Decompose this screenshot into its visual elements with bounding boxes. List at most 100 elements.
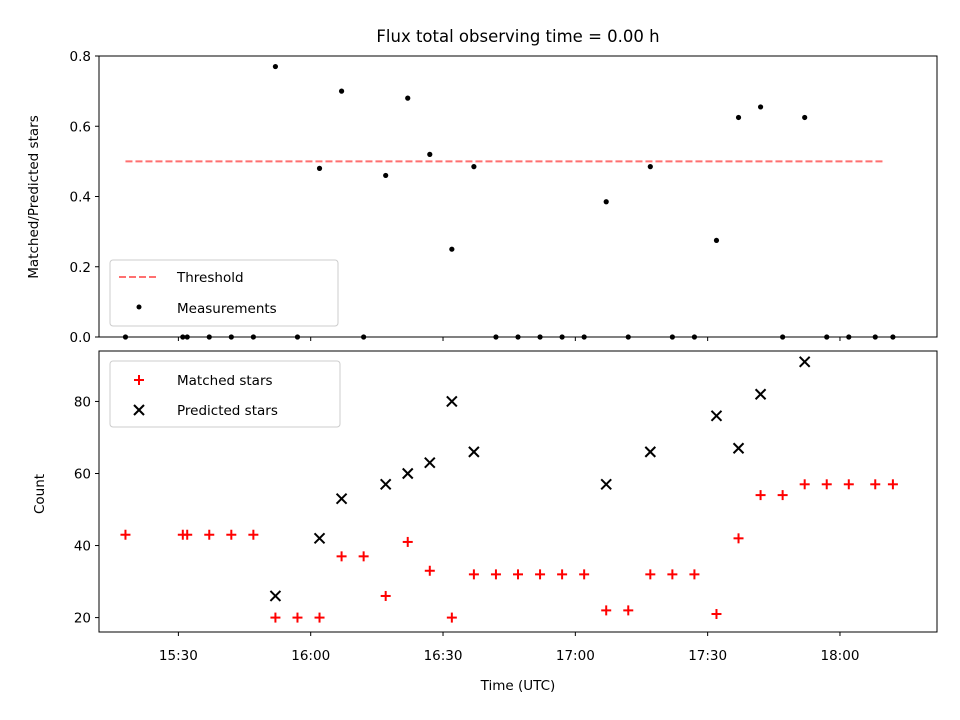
- legend-threshold-label: Threshold: [176, 270, 244, 286]
- legend-measurements-marker: [136, 304, 142, 310]
- matched-star-point: [535, 569, 546, 580]
- matched-star-point: [711, 608, 722, 619]
- measurement-point: [471, 164, 477, 170]
- x-tick-label: 17:00: [556, 648, 595, 664]
- predicted-star-point: [798, 356, 811, 368]
- matched-star-point: [490, 569, 501, 580]
- measurement-point: [316, 165, 323, 171]
- x-tick-label: 17:30: [688, 648, 727, 664]
- top-y-tick-label: 0.2: [70, 260, 91, 276]
- predicted-star-point: [379, 478, 392, 491]
- matched-star-point: [579, 569, 590, 580]
- matched-star-point: [689, 569, 700, 580]
- top-y-tick-label: 0.4: [70, 190, 91, 206]
- measurement-point: [603, 199, 609, 205]
- chart-title: Flux total observing time = 0.00 h: [376, 27, 659, 46]
- matched-star-point: [667, 569, 678, 580]
- measurement-point: [338, 88, 345, 94]
- legend-predicted-label: Predicted stars: [177, 403, 278, 419]
- bottom-y-axis-label: Count: [32, 474, 48, 514]
- legend-measurements-label: Measurements: [177, 301, 277, 317]
- predicted-star-point: [600, 478, 612, 491]
- top-legend-box: [109, 259, 339, 327]
- matched-star-point: [821, 479, 832, 490]
- x-tick-label: 15:30: [159, 648, 198, 664]
- matched-star-point: [424, 565, 435, 576]
- measurement-point: [802, 114, 808, 121]
- matched-star-point: [446, 612, 457, 623]
- matched-star-point: [402, 536, 413, 547]
- matched-star-point: [645, 569, 656, 580]
- matched-star-point: [733, 533, 744, 544]
- matched-star-point: [601, 605, 612, 616]
- bottom-y-tick-label: 80: [74, 394, 91, 410]
- top-panel: 0.00.20.40.60.8 Matched/Predicted stars …: [26, 49, 938, 346]
- top-y-tick-label: 0.6: [70, 119, 91, 135]
- top-x-ticks: [177, 337, 841, 341]
- predicted-star-point: [313, 532, 326, 545]
- predicted-star-point: [468, 446, 480, 458]
- matched-star-point: [870, 479, 881, 490]
- matched-star-point: [557, 569, 568, 580]
- matched-star-point: [468, 569, 479, 580]
- matched-star-point: [120, 529, 131, 540]
- bottom-y-tick-label: 40: [74, 539, 91, 555]
- measurement-point: [735, 114, 742, 121]
- matched-star-point: [843, 479, 854, 490]
- matched-star-point: [182, 529, 193, 540]
- legend-predicted-marker: [133, 404, 145, 416]
- matched-star-point: [314, 612, 325, 623]
- matched-star-point: [248, 529, 259, 540]
- matched-star-point: [204, 529, 215, 540]
- predicted-star-point: [402, 467, 414, 480]
- matched-star-point: [226, 529, 237, 540]
- measurement-point: [427, 151, 433, 157]
- x-tick-label: 16:30: [424, 648, 463, 664]
- bottom-y-tick-label: 20: [74, 611, 91, 627]
- matched-star-point: [623, 605, 634, 616]
- matched-star-point: [755, 490, 766, 501]
- predicted-star-point: [335, 492, 348, 505]
- matched-star-point: [358, 551, 369, 562]
- bottom-marks: [120, 356, 898, 623]
- top-y-tick-label: 0.0: [70, 330, 91, 346]
- bottom-y-axis: 20 40 60 80: [74, 394, 99, 627]
- bottom-legend: Matched stars Predicted stars: [109, 360, 341, 428]
- matched-star-point: [777, 490, 788, 501]
- measurement-point: [405, 95, 411, 101]
- x-tick-label: 16:00: [291, 648, 330, 664]
- top-y-tick-label: 0.8: [70, 49, 91, 65]
- measurement-point: [647, 164, 653, 170]
- top-legend: Threshold Measurements: [109, 259, 339, 327]
- matched-star-point: [513, 569, 523, 580]
- bottom-x-axis: 15:30 16:00 16:30 17:00 17:30 18:00: [159, 632, 859, 664]
- matched-star-point: [887, 479, 898, 490]
- matched-star-point: [336, 551, 347, 562]
- measurement-point: [449, 246, 455, 252]
- predicted-star-point: [644, 446, 657, 458]
- matched-star-point: [292, 612, 303, 623]
- legend-matched-label: Matched stars: [177, 373, 273, 389]
- measurement-point: [272, 63, 279, 70]
- matched-star-point: [799, 479, 810, 490]
- top-y-axis: 0.0 0.2 0.4 0.6 0.8: [70, 49, 99, 346]
- matched-star-point: [270, 612, 281, 623]
- measurement-point: [713, 237, 720, 244]
- bottom-legend-box: [109, 360, 341, 428]
- predicted-star-point: [446, 395, 458, 408]
- top-y-axis-label: Matched/Predicted stars: [26, 115, 42, 278]
- bottom-axes-frame: [98, 350, 938, 633]
- bottom-y-tick-label: 60: [74, 466, 91, 482]
- predicted-star-point: [424, 456, 436, 469]
- measurement-point: [757, 104, 764, 110]
- matched-star-point: [380, 590, 391, 601]
- predicted-star-point: [710, 410, 723, 422]
- legend-matched-marker: [134, 375, 144, 385]
- predicted-star-point: [269, 590, 282, 602]
- predicted-star-point: [732, 442, 745, 454]
- predicted-star-point: [754, 388, 767, 400]
- x-axis-label: Time (UTC): [480, 678, 556, 694]
